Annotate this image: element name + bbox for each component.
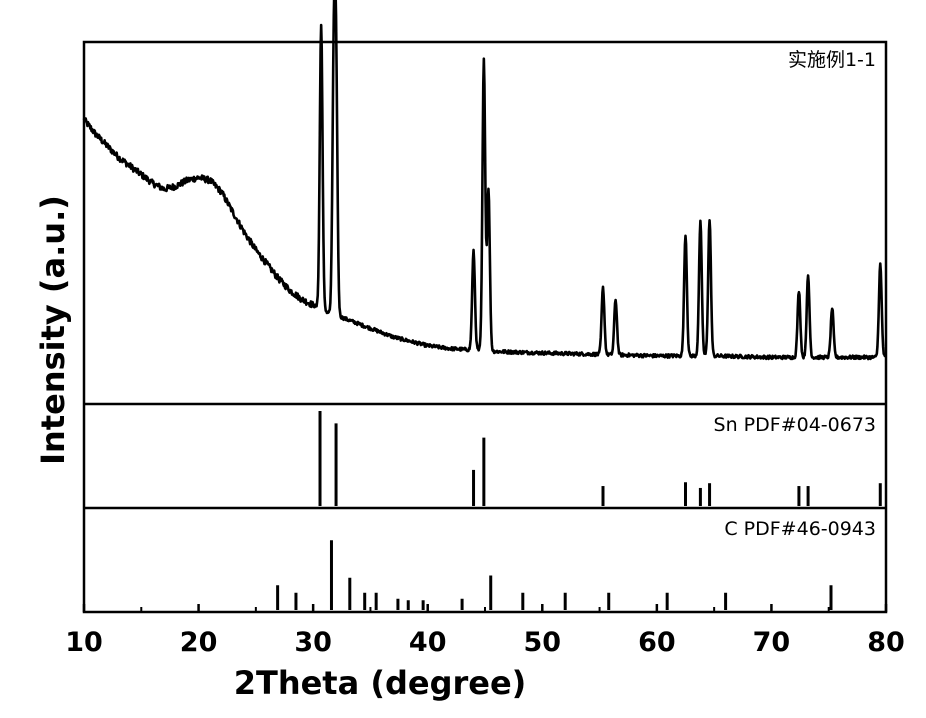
panel-label: Sn PDF#04-0673	[714, 414, 876, 436]
y-axis-title: Intensity (a.u.)	[34, 195, 72, 465]
panel-label: C PDF#46-0943	[724, 518, 876, 540]
x-tick-label: 40	[409, 627, 447, 658]
x-tick-label: 60	[638, 627, 676, 658]
pattern-trace	[84, 0, 886, 359]
x-tick-label: 50	[523, 627, 561, 658]
panel-label: 实施例1-1	[788, 49, 876, 71]
x-tick-label: 80	[867, 627, 905, 658]
chart-labels: 实施例1-1 Sn PDF#04-0673 C PDF#46-0943 10 20 30 4…	[34, 49, 905, 702]
x-tick-label: 10	[65, 627, 103, 658]
x-tick-label: 20	[180, 627, 218, 658]
x-tick-label: 30	[294, 627, 332, 658]
x-axis-title: 2Theta (degree)	[234, 664, 527, 702]
x-tick-label: 70	[753, 627, 791, 658]
